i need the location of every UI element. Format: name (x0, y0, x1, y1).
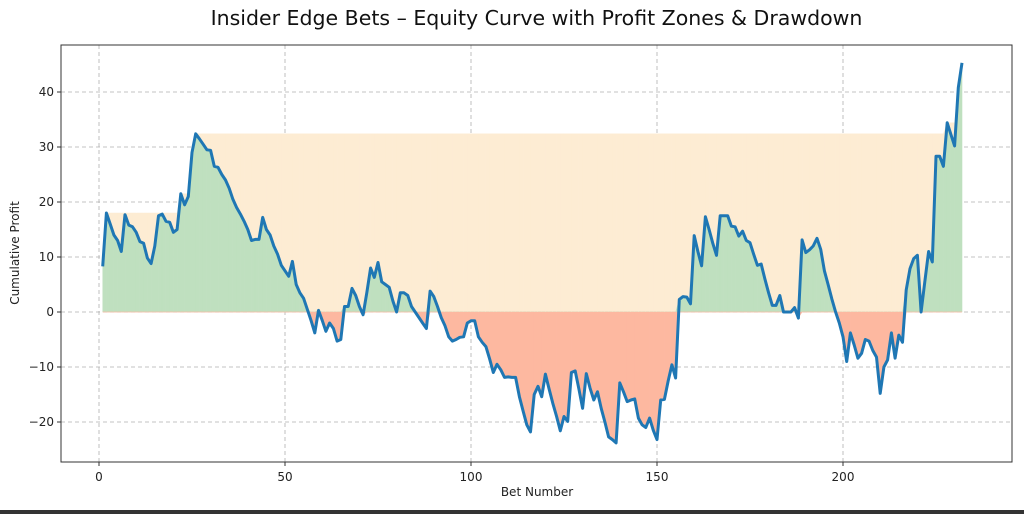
y-tick-label: −10 (29, 360, 54, 374)
y-tick-label: 20 (39, 195, 54, 209)
x-tick-label: 0 (95, 470, 103, 484)
x-axis-label: Bet Number (501, 485, 573, 499)
chart-title: Insider Edge Bets – Equity Curve with Pr… (210, 6, 863, 30)
y-axis-ticks: −20 −10 0 10 20 30 40 (29, 85, 61, 429)
equity-curve-line (101, 62, 964, 445)
x-axis-ticks: 0 50 100 150 200 (95, 462, 854, 484)
y-tick-label: −20 (29, 415, 54, 429)
y-tick-label: 0 (46, 305, 54, 319)
y-axis-label: Cumulative Profit (8, 201, 22, 305)
x-tick-label: 150 (646, 470, 669, 484)
area-fills (102, 62, 963, 444)
y-tick-label: 40 (39, 85, 54, 99)
y-tick-label: 10 (39, 250, 54, 264)
plot-frame (60, 44, 1013, 463)
window-bottom-edge (0, 510, 1024, 514)
x-tick-label: 50 (277, 470, 292, 484)
x-tick-label: 200 (832, 470, 855, 484)
x-tick-label: 100 (460, 470, 483, 484)
y-tick-label: 30 (39, 140, 54, 154)
